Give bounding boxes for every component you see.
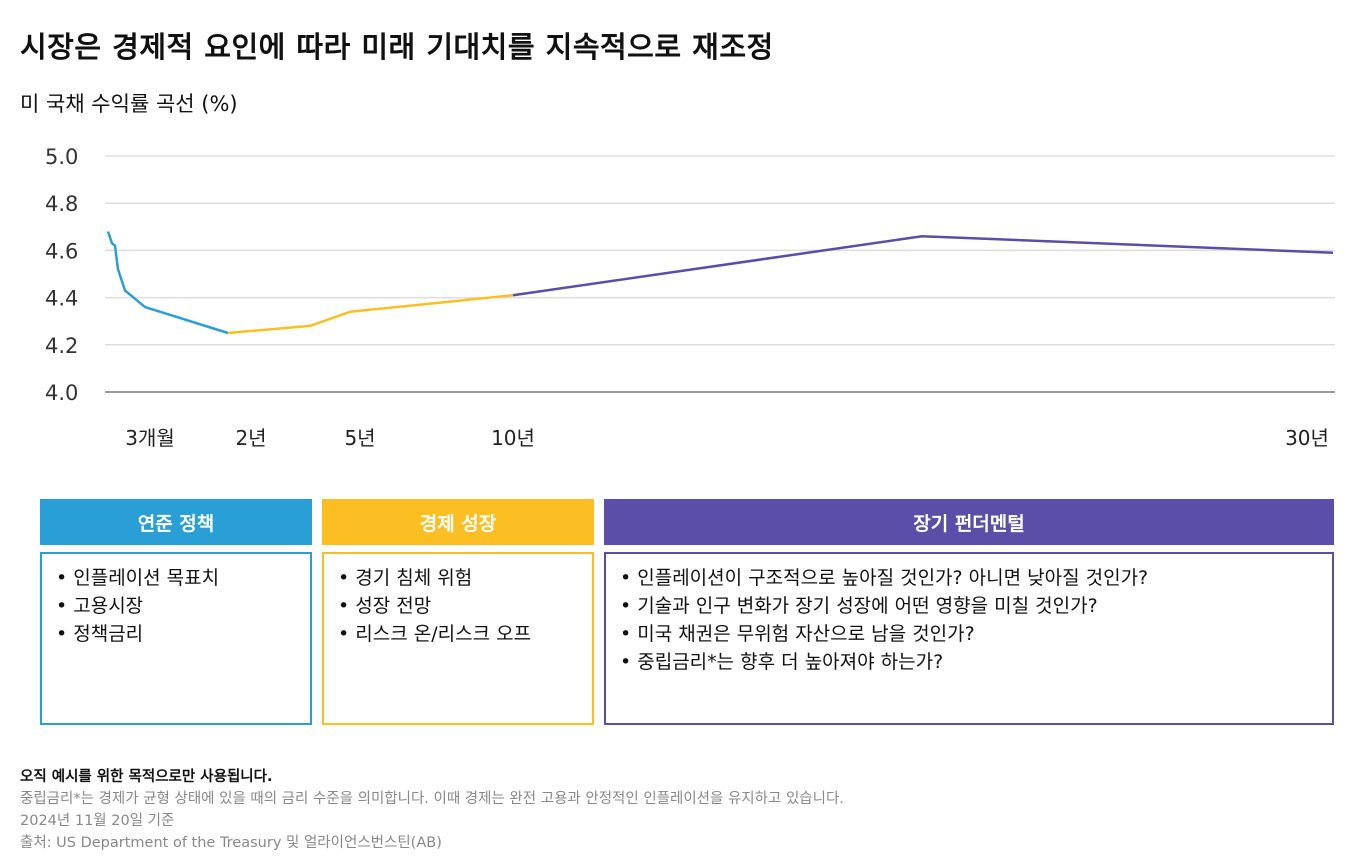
y-tick-label: 4.0	[45, 381, 78, 405]
bullet-item: • 기술과 인구 변화가 장기 성장에 어떤 영향을 미칠 것인가?	[620, 595, 1098, 617]
y-tick-label: 4.4	[45, 287, 78, 311]
footer: 오직 예시를 위한 목적으로만 사용됩니다. 중립금리*는 경제가 균형 상태에…	[20, 766, 844, 854]
x-tick-label: 10년	[491, 426, 535, 450]
x-tick-label: 3개월	[125, 426, 175, 450]
x-tick-label: 30년	[1285, 426, 1329, 450]
bullet-item: • 성장 전망	[338, 595, 432, 617]
yield-curve-chart: 5.0 4.8 4.6 4.4 4.2 4.0 3개월 2년 5년 10년 30년	[45, 145, 1335, 450]
source: 출처: US Department of the Treasury 및 얼라이언…	[20, 835, 442, 851]
bullet-item: • 리스크 온/리스크 오프	[338, 623, 532, 645]
series-line-0	[106, 231, 229, 335]
footnote: 중립금리*는 경제가 균형 상태에 있을 때의 금리 수준을 의미합니다. 이때…	[20, 791, 844, 807]
bullet-item: • 정책금리	[56, 623, 144, 645]
bullet-item: • 고용시장	[56, 595, 144, 617]
panel-body: • 경기 침체 위험 • 성장 전망 • 리스크 온/리스크 오프	[322, 552, 594, 725]
panel-body: • 인플레이션 목표치 • 고용시장 • 정책금리	[40, 552, 312, 725]
series-line-1	[227, 293, 514, 335]
x-tick-label: 2년	[235, 426, 266, 450]
as-of-date: 2024년 11월 20일 기준	[20, 813, 175, 829]
bullet-item: • 인플레이션이 구조적으로 높아질 것인가? 아니면 낮아질 것인가?	[620, 567, 1149, 589]
bullet-item: • 중립금리*는 향후 더 높아져야 하는가?	[620, 651, 944, 673]
bullet-item: • 경기 침체 위험	[338, 567, 473, 589]
panel-body: • 인플레이션이 구조적으로 높아질 것인가? 아니면 낮아질 것인가? • 기술…	[604, 552, 1334, 725]
x-tick-label: 5년	[344, 426, 375, 450]
chart-title: 미 국채 수익률 곡선 (%)	[20, 92, 238, 116]
panel-header: 연준 정책	[40, 499, 312, 545]
disclaimer: 오직 예시를 위한 목적으로만 사용됩니다.	[20, 769, 273, 785]
y-tick-label: 4.6	[45, 239, 78, 263]
bullet-item: • 인플레이션 목표치	[56, 567, 220, 589]
y-tick-label: 4.8	[45, 192, 78, 216]
bullet-item: • 미국 채권은 무위험 자산으로 남을 것인가?	[620, 623, 975, 645]
y-tick-label: 5.0	[45, 145, 78, 169]
y-tick-label: 4.2	[45, 334, 78, 358]
series-line-2	[512, 234, 1334, 297]
panel-header: 경제 성장	[322, 499, 594, 545]
page-title: 시장은 경제적 요인에 따라 미래 기대치를 지속적으로 재조정	[20, 30, 774, 64]
panel-header: 장기 펀더멘털	[604, 499, 1334, 545]
